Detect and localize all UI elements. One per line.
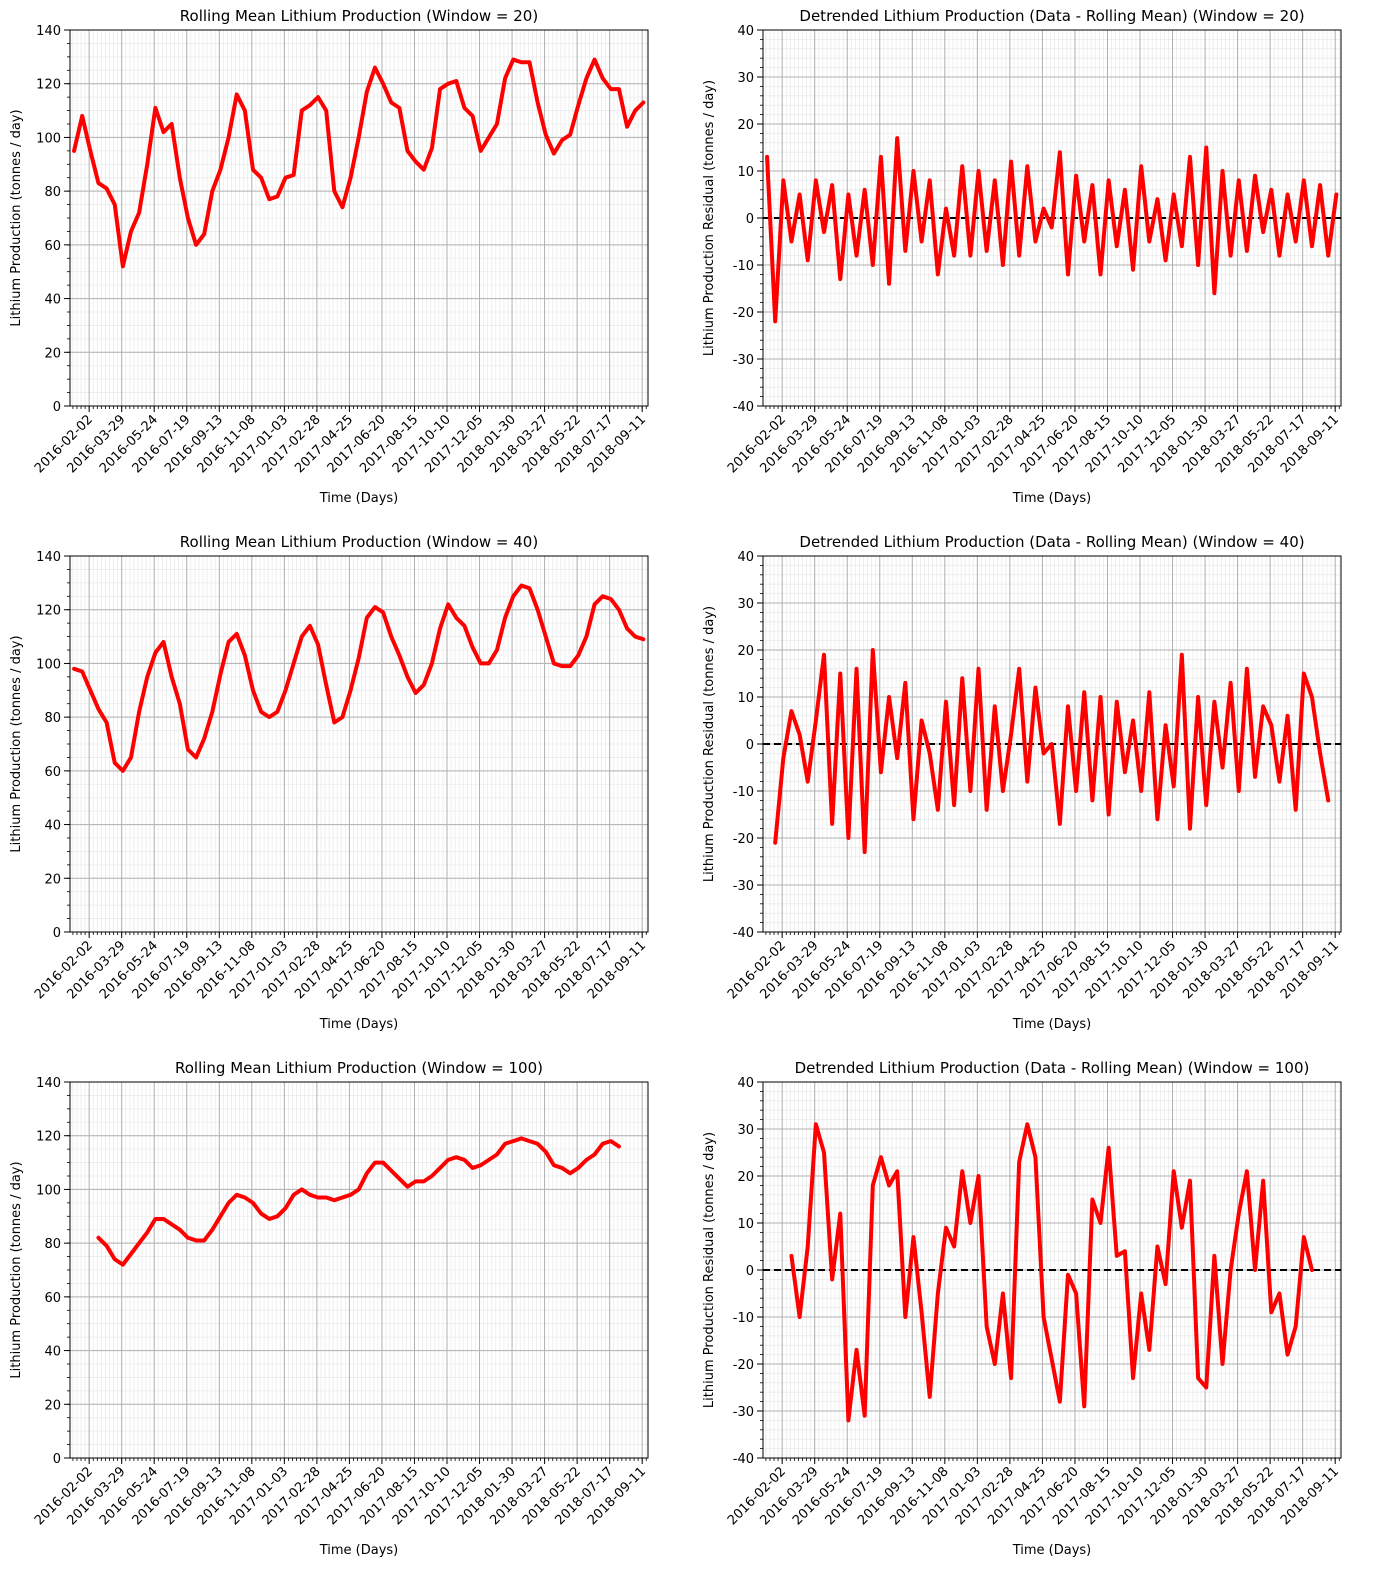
data-line [72, 57, 646, 269]
data-line [773, 648, 1331, 855]
plot-frame [69, 555, 649, 933]
y-tick-label: 60 [44, 1291, 61, 1306]
y-tick-label: 40 [737, 550, 754, 565]
chart-title: Detrended Lithium Production (Data - Rol… [799, 7, 1304, 25]
y-tick-label: 0 [53, 1452, 61, 1467]
x-axis-label: Time (Days) [319, 1543, 399, 1558]
y-tick-label: -30 [733, 353, 754, 368]
x-axis-label: Time (Days) [1012, 491, 1092, 506]
y-tick-label: 100 [36, 1183, 61, 1198]
y-tick-label: 20 [44, 872, 61, 887]
y-tick-label: 20 [44, 1398, 61, 1413]
y-tick-label: 120 [36, 1130, 61, 1145]
y-tick-label: -20 [733, 306, 754, 321]
y-tick-label: 140 [36, 1076, 61, 1091]
data-line [96, 1136, 621, 1267]
y-tick-label: 20 [44, 346, 61, 361]
y-axis-label: Lithium Production Residual (tonnes / da… [702, 606, 717, 882]
y-tick-label: 40 [44, 1345, 61, 1360]
y-tick-label: 60 [44, 239, 61, 254]
y-tick-label: -20 [733, 1358, 754, 1373]
plot-frame [762, 29, 1342, 407]
y-tick-label: 40 [44, 293, 61, 308]
y-tick-label: 30 [737, 1123, 754, 1138]
y-tick-label: 0 [746, 212, 754, 227]
y-tick-label: -40 [733, 926, 754, 941]
x-axis-label: Time (Days) [1012, 1017, 1092, 1032]
y-tick-label: 10 [737, 1217, 754, 1232]
y-tick-label: -10 [733, 259, 754, 274]
y-tick-label: 20 [737, 644, 754, 659]
y-tick-label: -40 [733, 1452, 754, 1467]
y-tick-label: 20 [737, 1170, 754, 1185]
y-tick-label: 120 [36, 78, 61, 93]
y-tick-label: 0 [53, 400, 61, 415]
data-line [789, 1122, 1314, 1423]
y-tick-label: 140 [36, 24, 61, 39]
y-tick-label: 20 [737, 118, 754, 133]
chart-title: Detrended Lithium Production (Data - Rol… [795, 1059, 1310, 1077]
plot-frame [762, 555, 1342, 933]
y-tick-label: 0 [746, 1264, 754, 1279]
y-axis-label: Lithium Production Residual (tonnes / da… [702, 80, 717, 356]
chart-title: Rolling Mean Lithium Production (Window … [175, 1059, 543, 1077]
chart-title: Rolling Mean Lithium Production (Window … [180, 7, 538, 25]
y-tick-label: 80 [44, 711, 61, 726]
chart-title: Detrended Lithium Production (Data - Rol… [799, 533, 1304, 551]
y-tick-label: 0 [53, 926, 61, 941]
y-tick-label: -40 [733, 400, 754, 415]
y-tick-label: 40 [737, 24, 754, 39]
y-tick-label: -20 [733, 832, 754, 847]
y-tick-label: -30 [733, 879, 754, 894]
x-axis-label: Time (Days) [319, 1017, 399, 1032]
y-tick-label: -10 [733, 785, 754, 800]
plot-frame [762, 1081, 1342, 1459]
y-tick-label: 40 [44, 819, 61, 834]
y-tick-label: 40 [737, 1076, 754, 1091]
x-axis-label: Time (Days) [1012, 1543, 1092, 1558]
y-axis-label: Lithium Production (tonnes / day) [9, 1161, 24, 1378]
plot-frame [69, 29, 649, 407]
y-tick-label: 100 [36, 657, 61, 672]
y-axis-label: Lithium Production (tonnes / day) [9, 635, 24, 852]
y-tick-label: 60 [44, 765, 61, 780]
y-tick-label: -10 [733, 1311, 754, 1326]
plot-frame [69, 1081, 649, 1459]
y-tick-label: 30 [737, 597, 754, 612]
y-tick-label: 80 [44, 1237, 61, 1252]
x-axis-label: Time (Days) [319, 491, 399, 506]
data-line [72, 583, 646, 773]
y-tick-label: 120 [36, 604, 61, 619]
y-tick-label: 80 [44, 185, 61, 200]
y-tick-label: -30 [733, 1405, 754, 1420]
y-tick-label: 100 [36, 131, 61, 146]
y-tick-label: 10 [737, 691, 754, 706]
y-tick-label: 0 [746, 738, 754, 753]
y-tick-label: 140 [36, 550, 61, 565]
data-line [765, 136, 1339, 324]
chart-title: Rolling Mean Lithium Production (Window … [180, 533, 538, 551]
y-axis-label: Lithium Production Residual (tonnes / da… [702, 1132, 717, 1408]
y-tick-label: 30 [737, 71, 754, 86]
y-axis-label: Lithium Production (tonnes / day) [9, 109, 24, 326]
y-tick-label: 10 [737, 165, 754, 180]
